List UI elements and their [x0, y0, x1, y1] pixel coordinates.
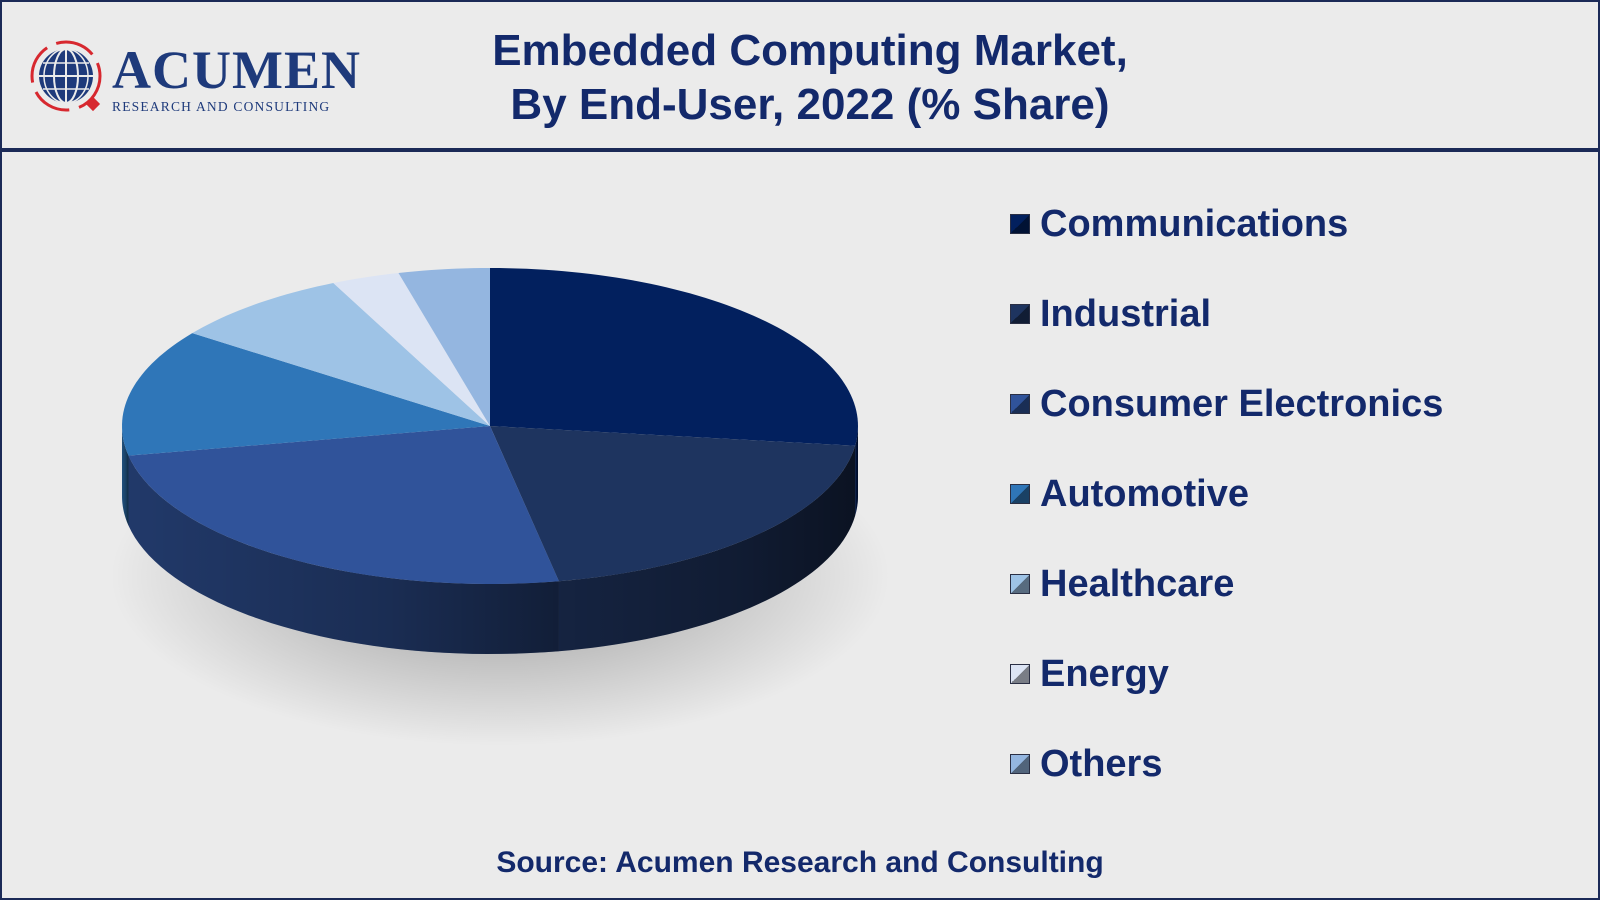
acumen-logo: ACUMEN RESEARCH AND CONSULTING — [30, 36, 390, 120]
legend-label-industrial: Industrial — [1040, 293, 1212, 335]
legend-swatch-healthcare — [1010, 574, 1030, 594]
legend-label-others: Others — [1040, 743, 1163, 785]
logo-wordmark: ACUMEN — [112, 40, 361, 100]
logo-tagline: RESEARCH AND CONSULTING — [112, 99, 331, 114]
pie-slice-others — [398, 268, 490, 426]
legend-swatch-industrial — [1010, 304, 1030, 324]
legend-swatch-others — [1010, 754, 1030, 774]
pie-side-shade-automotive — [122, 426, 129, 526]
legend-label-healthcare: Healthcare — [1040, 563, 1235, 605]
legend-swatch-automotive — [1010, 484, 1030, 504]
legend-swatch-energy — [1010, 664, 1030, 684]
pie-slice-healthcare — [192, 283, 490, 426]
header-bar: ACUMEN RESEARCH AND CONSULTING Embedded … — [0, 0, 1600, 152]
pie-slice-industrial — [490, 426, 856, 582]
globe-logo-icon — [30, 40, 102, 112]
legend-label-consumer-electronics: Consumer Electronics — [1040, 383, 1444, 425]
chart-title: Embedded Computing Market, By End-User, … — [410, 24, 1210, 132]
chart-title-line-1: Embedded Computing Market, — [492, 26, 1128, 75]
pie-top — [122, 268, 858, 584]
pie-slice-automotive — [122, 333, 491, 456]
legend-label-automotive: Automotive — [1040, 473, 1249, 515]
pie-chart — [110, 268, 890, 746]
pie-side-shade-consumer-electronics — [128, 455, 559, 654]
pie-sides — [122, 426, 858, 654]
pie-side-shade-industrial — [558, 445, 856, 652]
pie-side-shade-communications — [855, 426, 858, 516]
legend-swatch-communications — [1010, 214, 1030, 234]
legend-label-communications: Communications — [1040, 203, 1349, 245]
pie-slice-consumer-electronics — [128, 426, 559, 584]
source-note: Source: Acumen Research and Consulting — [496, 846, 1104, 879]
legend-swatch-consumer-electronics — [1010, 394, 1030, 414]
legend-label-energy: Energy — [1040, 653, 1169, 695]
chart-title-line-2: By End-User, 2022 (% Share) — [510, 80, 1110, 129]
pie-slice-energy — [333, 272, 490, 426]
pie-slice-communications — [490, 268, 858, 446]
